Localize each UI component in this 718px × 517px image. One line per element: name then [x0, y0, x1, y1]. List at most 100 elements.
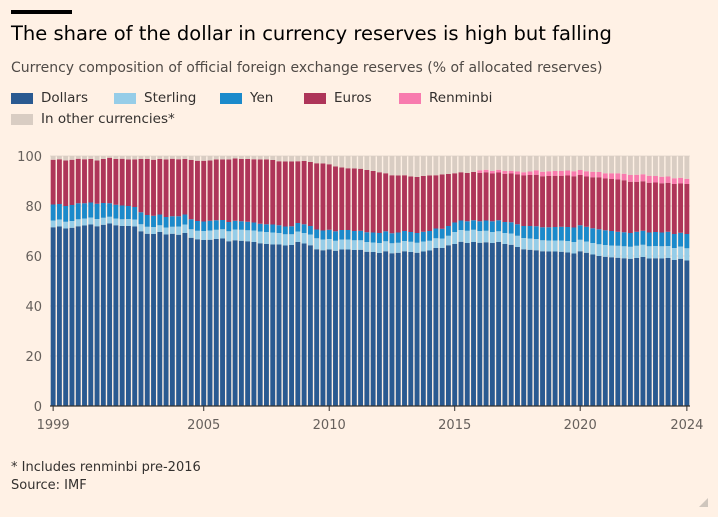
bar-segment-in-other-currencies	[339, 156, 345, 168]
bar-segment-yen	[138, 212, 144, 225]
bar-segment-dollars	[678, 258, 684, 406]
bar-segment-dollars	[502, 244, 508, 406]
bar-segment-dollars	[94, 226, 100, 406]
bar-segment-sterling	[182, 224, 188, 233]
bar-segment-dollars	[471, 242, 476, 406]
source-note: Source: IMF	[11, 478, 87, 493]
bar-segment-euros	[646, 182, 652, 233]
legend-swatch-renminbi	[399, 92, 421, 104]
bar-segment-sterling	[257, 231, 263, 244]
bar-segment-yen	[320, 230, 326, 240]
bar-segment-in-other-currencies	[540, 156, 545, 172]
bar-segment-dollars	[684, 260, 690, 406]
bar-segment-euros	[584, 176, 589, 227]
bar-segment-yen	[508, 222, 514, 234]
bar-segment-euros	[489, 173, 495, 222]
bar-segment-yen	[420, 231, 426, 242]
bar-segment-euros	[678, 183, 684, 233]
bar-segment-sterling	[402, 241, 407, 252]
bar-segment-in-other-currencies	[119, 156, 125, 159]
bar-segment-renminbi	[659, 176, 665, 184]
bar-segment-dollars	[533, 250, 539, 406]
bar-segment-dollars	[345, 249, 351, 406]
bar-segment-dollars	[301, 243, 307, 406]
bar-segment-euros	[213, 159, 219, 221]
bar-segment-euros	[439, 174, 445, 229]
bar-segment-sterling	[640, 244, 646, 257]
bar-segment-dollars	[671, 260, 677, 406]
bar-segment-renminbi	[546, 171, 552, 176]
bar-segment-sterling	[540, 240, 545, 252]
bar-segment-euros	[458, 172, 464, 221]
bar-segment-in-other-currencies	[276, 156, 282, 162]
bar-segment-dollars	[100, 224, 106, 406]
bar-segment-yen	[63, 206, 69, 222]
legend-swatch-dollars	[11, 92, 33, 104]
bar-segment-in-other-currencies	[151, 156, 156, 160]
bar-segment-dollars	[364, 251, 370, 406]
bar-segment-dollars	[207, 239, 213, 406]
bar-segment-euros	[63, 160, 69, 206]
bar-segment-sterling	[301, 233, 307, 244]
bar-segment-dollars	[584, 252, 589, 406]
bar-segment-sterling	[471, 229, 476, 242]
bar-segment-yen	[408, 232, 414, 242]
bar-segment-sterling	[452, 232, 458, 244]
bar-segment-sterling	[132, 219, 138, 227]
bar-segment-in-other-currencies	[552, 156, 558, 171]
bar-segment-in-other-currencies	[389, 156, 395, 176]
legend-swatch-other	[11, 113, 33, 125]
bar-segment-dollars	[119, 226, 125, 406]
bar-segment-sterling	[238, 229, 244, 241]
bar-segment-sterling	[351, 240, 357, 250]
bar-segment-dollars	[188, 237, 194, 406]
bar-segment-sterling	[370, 242, 376, 252]
bar-segment-euros	[427, 175, 433, 231]
bar-segment-dollars	[464, 243, 470, 406]
bar-segment-euros	[653, 182, 658, 232]
bar-segment-in-other-currencies	[489, 156, 495, 171]
bar-segment-in-other-currencies	[226, 156, 232, 160]
bar-segment-in-other-currencies	[684, 156, 690, 179]
bar-segment-euros	[169, 158, 175, 217]
bar-segment-in-other-currencies	[213, 156, 219, 160]
bar-segment-in-other-currencies	[383, 156, 389, 174]
bar-segment-dollars	[339, 249, 345, 406]
bar-segment-in-other-currencies	[590, 156, 596, 172]
bar-segment-sterling	[653, 246, 658, 259]
bar-segment-renminbi	[634, 174, 640, 182]
bar-segment-euros	[125, 159, 131, 206]
bar-segment-dollars	[577, 251, 583, 406]
bar-segment-euros	[201, 160, 207, 222]
bar-segment-in-other-currencies	[464, 156, 470, 173]
bar-segment-euros	[257, 159, 263, 224]
bar-segment-yen	[684, 234, 690, 249]
bar-segment-dollars	[458, 241, 464, 406]
bar-segment-sterling	[307, 234, 313, 246]
bar-segment-sterling	[445, 235, 451, 246]
bar-segment-in-other-currencies	[653, 156, 658, 176]
bar-segment-in-other-currencies	[264, 156, 269, 160]
bar-segment-sterling	[270, 232, 276, 245]
bar-segment-in-other-currencies	[107, 156, 113, 158]
bar-segment-in-other-currencies	[238, 156, 244, 159]
bar-segment-in-other-currencies	[634, 156, 640, 175]
bar-segment-yen	[94, 203, 100, 219]
bar-segment-in-other-currencies	[157, 156, 163, 159]
bar-segment-yen	[552, 227, 558, 241]
bar-segment-euros	[207, 160, 213, 221]
bar-segment-in-other-currencies	[515, 156, 520, 172]
bar-segment-euros	[358, 168, 364, 231]
bar-segment-dollars	[201, 240, 207, 406]
bar-segment-euros	[370, 171, 376, 233]
x-tick-label: 2020	[564, 418, 597, 433]
bar-segment-yen	[445, 226, 451, 236]
bar-segment-euros	[56, 159, 62, 204]
bar-segment-renminbi	[627, 175, 633, 182]
bar-segment-in-other-currencies	[621, 156, 627, 174]
bar-segment-euros	[527, 175, 533, 226]
bar-segment-euros	[251, 159, 257, 223]
bar-segment-dollars	[659, 258, 665, 406]
bar-segment-euros	[151, 159, 156, 216]
bar-segment-yen	[515, 224, 520, 236]
